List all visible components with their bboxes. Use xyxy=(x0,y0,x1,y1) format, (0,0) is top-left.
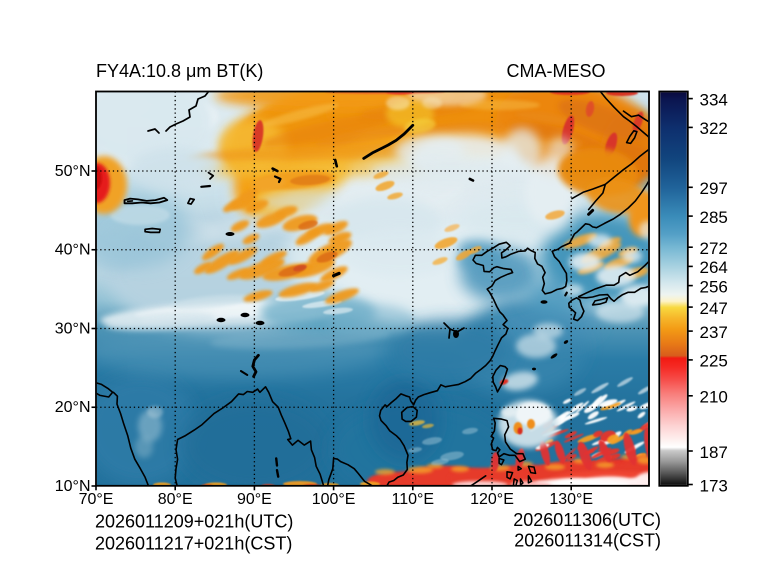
svg-text:322: 322 xyxy=(700,119,728,138)
svg-text:FY4A:10.8 μm BT(K): FY4A:10.8 μm BT(K) xyxy=(96,61,263,81)
svg-text:187: 187 xyxy=(700,443,728,462)
svg-text:210: 210 xyxy=(700,388,728,407)
svg-text:2026011306(UTC): 2026011306(UTC) xyxy=(513,510,661,530)
svg-text:20°N: 20°N xyxy=(55,399,91,416)
svg-text:272: 272 xyxy=(700,239,728,258)
svg-text:334: 334 xyxy=(700,90,728,109)
svg-text:120°E: 120°E xyxy=(470,491,514,508)
svg-text:130°E: 130°E xyxy=(549,491,593,508)
svg-text:264: 264 xyxy=(700,258,728,277)
svg-text:100°E: 100°E xyxy=(312,491,356,508)
svg-text:225: 225 xyxy=(700,352,728,371)
svg-text:30°N: 30°N xyxy=(55,320,91,337)
svg-text:237: 237 xyxy=(700,323,728,342)
svg-text:256: 256 xyxy=(700,277,728,296)
svg-text:2026011314(CST): 2026011314(CST) xyxy=(514,531,661,551)
svg-text:285: 285 xyxy=(700,208,728,227)
svg-text:CMA-MESO: CMA-MESO xyxy=(507,61,606,81)
svg-text:70°E: 70°E xyxy=(79,491,114,508)
svg-text:90°E: 90°E xyxy=(237,491,272,508)
svg-text:297: 297 xyxy=(700,179,728,198)
svg-text:10°N: 10°N xyxy=(55,478,91,495)
svg-text:2026011209+021h(UTC): 2026011209+021h(UTC) xyxy=(95,512,293,532)
svg-text:247: 247 xyxy=(700,299,728,318)
svg-text:110°E: 110°E xyxy=(392,491,435,508)
svg-text:80°E: 80°E xyxy=(158,491,193,508)
svg-text:173: 173 xyxy=(700,476,728,495)
svg-text:40°N: 40°N xyxy=(55,242,91,259)
svg-text:50°N: 50°N xyxy=(55,163,91,180)
svg-text:2026011217+021h(CST): 2026011217+021h(CST) xyxy=(95,534,292,554)
